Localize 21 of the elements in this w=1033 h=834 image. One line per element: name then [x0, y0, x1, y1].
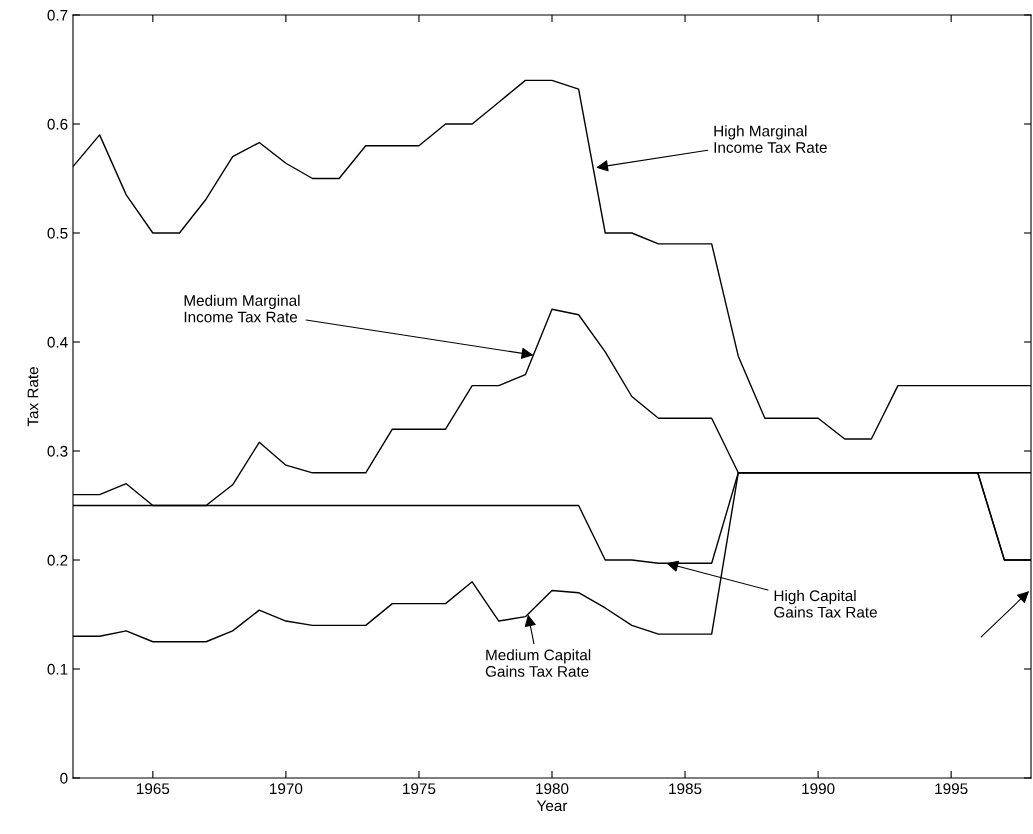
- y-axis-title: Tax Rate: [27, 367, 39, 427]
- annotation: Medium Marginal Income Tax Rate: [184, 294, 300, 323]
- x-tick-label: 1990: [802, 783, 835, 795]
- x-tick-label: 1995: [935, 783, 968, 795]
- y-tick-label: 0.2: [47, 554, 68, 566]
- x-tick-label: 1975: [403, 783, 436, 795]
- y-tick-label: 0.6: [47, 118, 68, 130]
- x-tick-label: 1970: [270, 783, 303, 795]
- y-tick-label: 0.4: [47, 336, 68, 348]
- y-tick-label: 0: [60, 772, 68, 784]
- annotation: High Capital Gains Tax Rate: [774, 589, 877, 618]
- x-tick-label: 1965: [137, 783, 170, 795]
- annotation: Medium Capital Gains Tax Rate: [485, 649, 591, 677]
- x-tick-label: 1985: [669, 783, 702, 795]
- x-tick-label: 1980: [536, 783, 569, 795]
- annotation: High Marginal Income Tax Rate: [714, 125, 827, 153]
- x-axis-title: Year: [536, 800, 568, 812]
- y-tick-label: 0.1: [47, 663, 68, 675]
- y-tick-label: 0.3: [47, 445, 68, 457]
- y-tick-label: 0.5: [47, 227, 68, 239]
- y-tick-label: 0.7: [47, 9, 68, 21]
